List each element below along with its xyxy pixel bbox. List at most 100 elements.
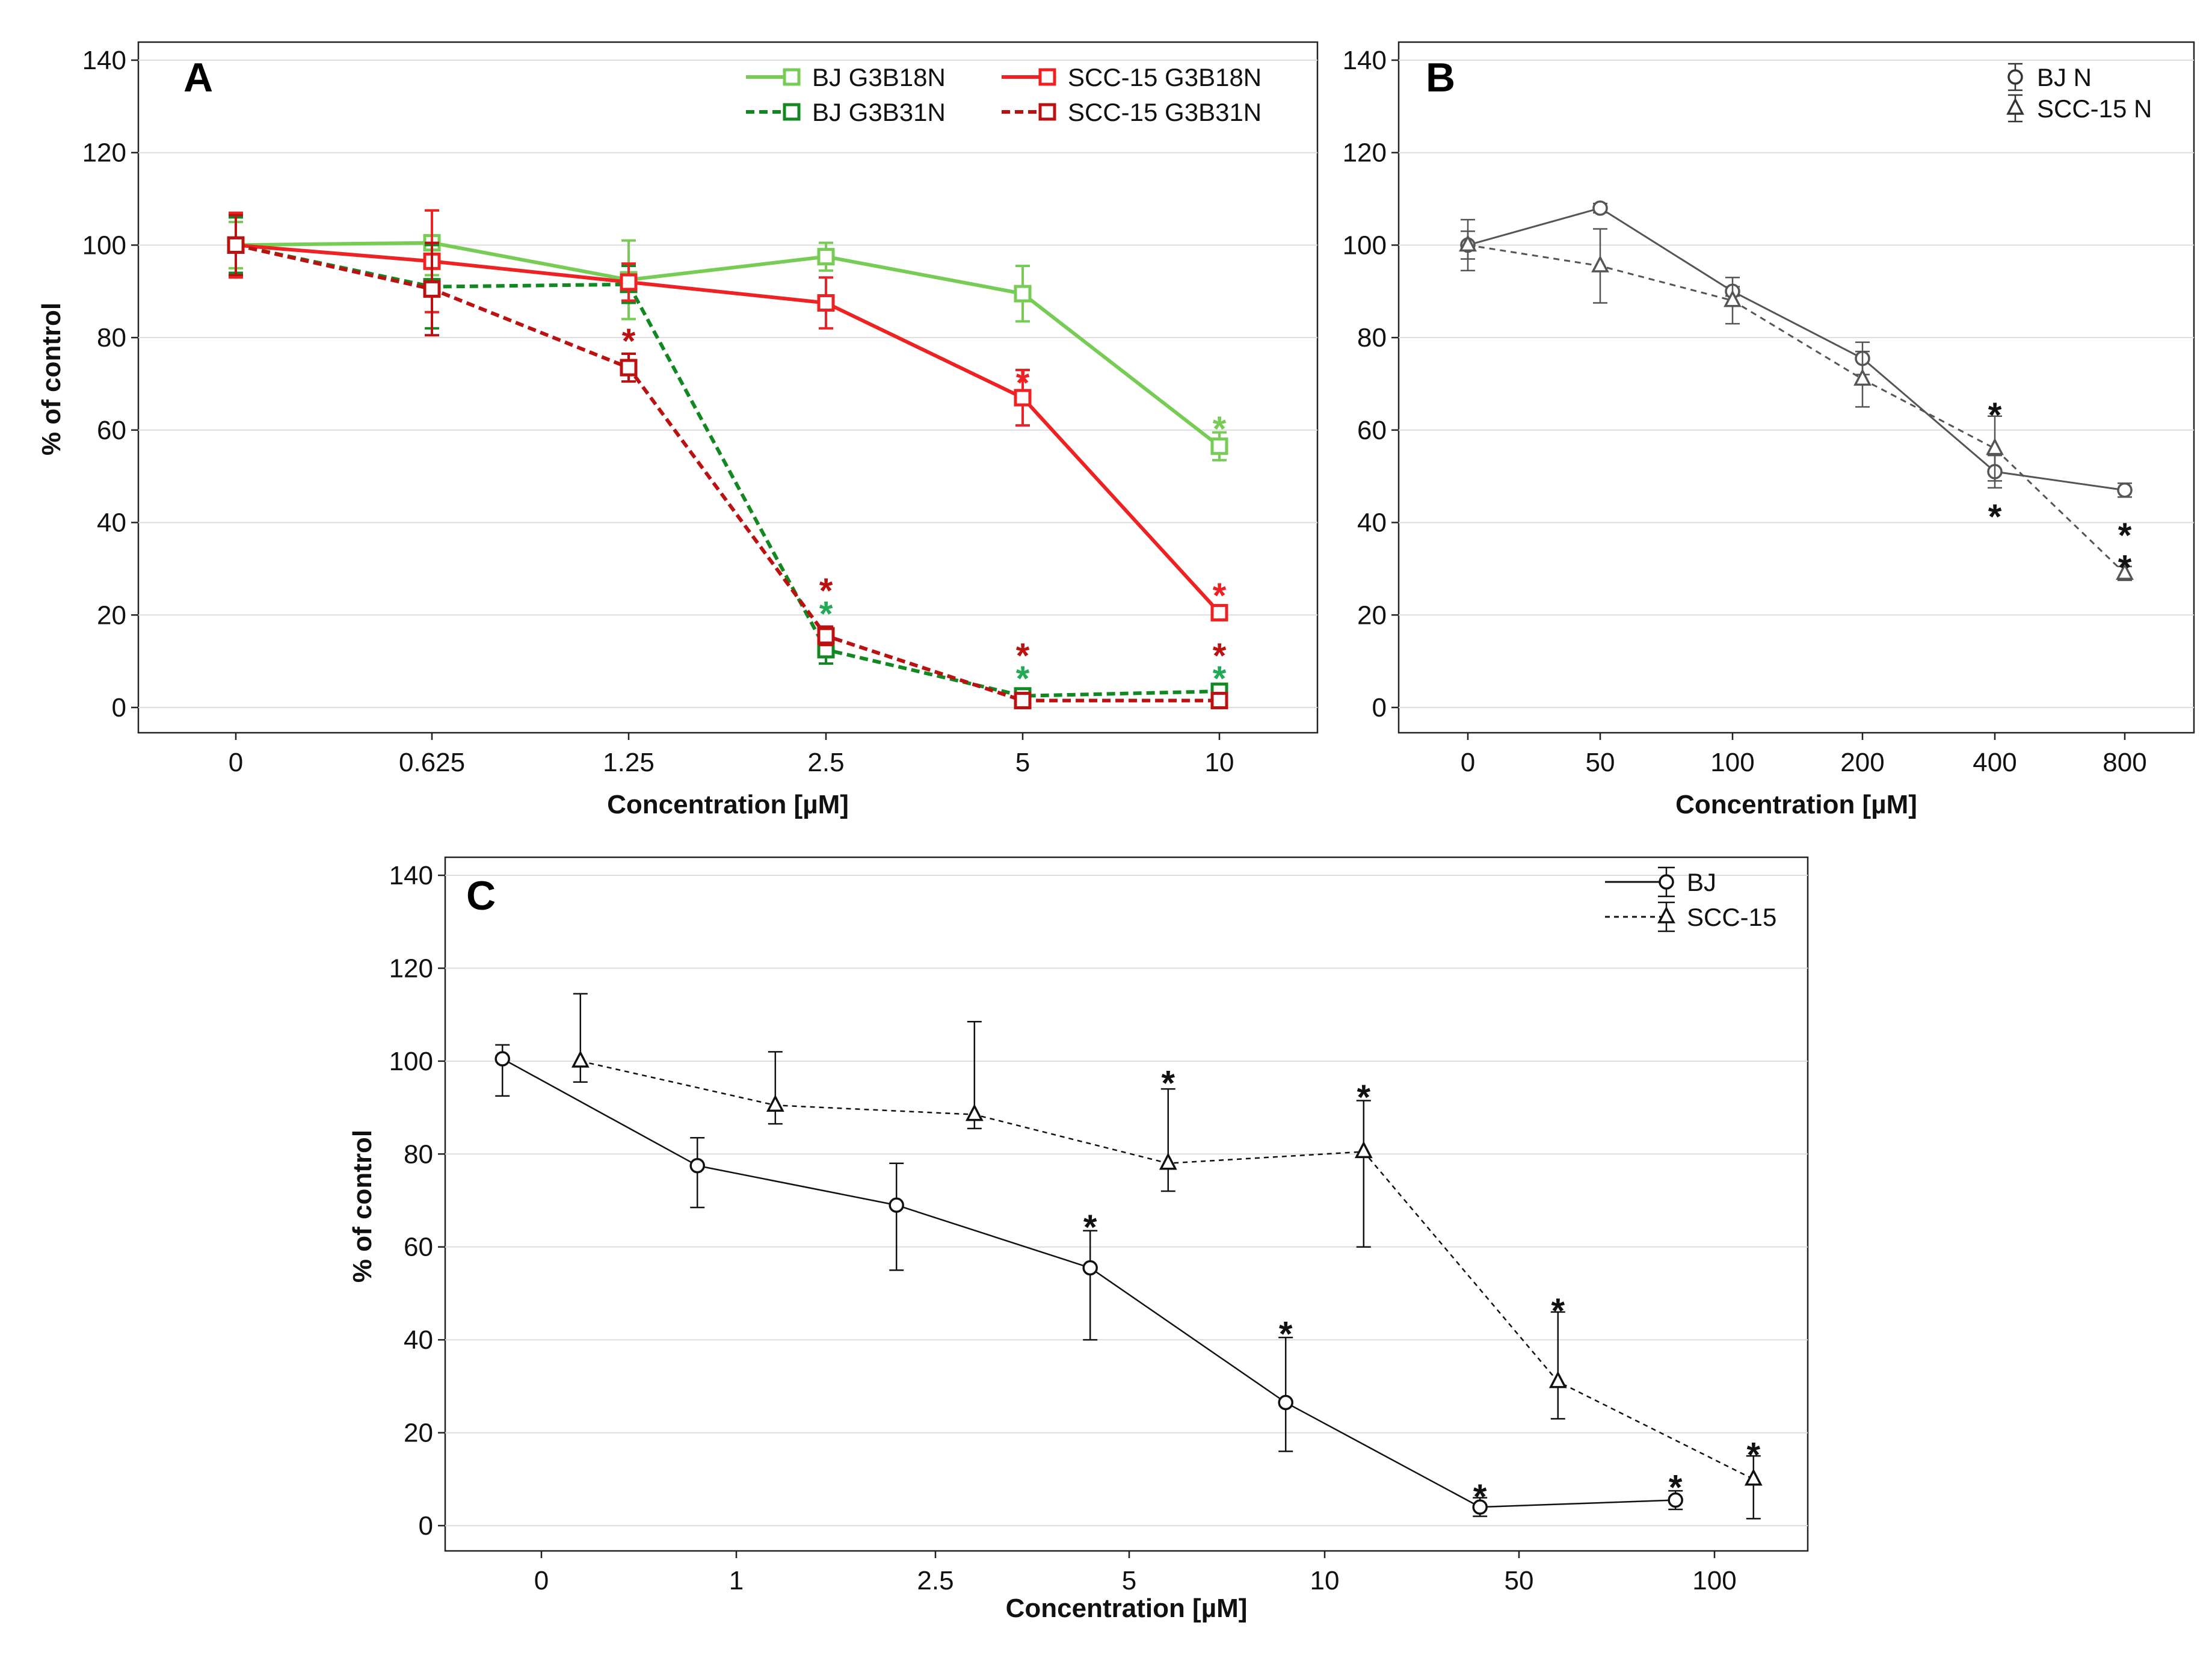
y-tick-label: 100 bbox=[389, 1047, 433, 1076]
legend-marker bbox=[783, 103, 801, 121]
significance-star: * bbox=[1473, 1478, 1487, 1517]
significance-star: * bbox=[1551, 1292, 1565, 1331]
series-line bbox=[1467, 244, 2126, 575]
data-point bbox=[817, 294, 835, 312]
x-tick-label: 100 bbox=[1710, 748, 1754, 777]
panel-label: B bbox=[1426, 55, 1455, 100]
data-point bbox=[1210, 437, 1228, 455]
significance-star: * bbox=[1988, 396, 2002, 435]
y-tick-label: 80 bbox=[1357, 323, 1387, 353]
x-tick-label: 100 bbox=[1692, 1566, 1736, 1595]
significance-star: * bbox=[1669, 1468, 1683, 1508]
legend-item: BJ bbox=[1605, 866, 1716, 898]
x-tick-label: 5 bbox=[1015, 748, 1030, 777]
series-line bbox=[235, 243, 1221, 614]
data-point bbox=[817, 248, 835, 266]
data-point bbox=[1210, 603, 1228, 621]
data-point bbox=[1014, 389, 1032, 407]
series-line bbox=[235, 241, 1221, 448]
data-point bbox=[1014, 691, 1032, 709]
x-tick-label: 0 bbox=[534, 1566, 549, 1595]
significance-star: * bbox=[1213, 636, 1227, 676]
data-point bbox=[620, 359, 638, 377]
y-tick-label: 20 bbox=[97, 600, 126, 630]
data-point bbox=[2116, 562, 2134, 580]
x-tick-label: 2.5 bbox=[807, 748, 844, 777]
x-axis-label: Concentration [µM] bbox=[1006, 1594, 1248, 1623]
series-scc-15-n bbox=[1459, 218, 2134, 581]
y-tick-label: 20 bbox=[1357, 600, 1387, 630]
x-tick-label: 200 bbox=[1840, 748, 1884, 777]
x-tick-label: 50 bbox=[1586, 748, 1615, 777]
data-point bbox=[1591, 255, 1609, 273]
y-tick-label: 140 bbox=[1343, 46, 1387, 75]
data-point bbox=[889, 1197, 904, 1213]
legend-marker bbox=[1038, 68, 1056, 86]
legend-item: BJ G3B31N bbox=[746, 98, 946, 126]
legend-marker bbox=[1659, 874, 1674, 890]
chart-panel-a: 0 20 40 60 80 100 120 140 0 0.625 1.25 2.5 5 10 Concen… bbox=[37, 41, 1319, 819]
y-axis-label: % of control bbox=[37, 303, 66, 455]
y-tick-label: 60 bbox=[97, 416, 126, 445]
x-tick-label: 10 bbox=[1205, 748, 1234, 777]
x-tick-label: 0.625 bbox=[399, 748, 465, 777]
series-bj bbox=[494, 1044, 1683, 1517]
series-scc-15 bbox=[571, 993, 1763, 1520]
y-tick-label: 120 bbox=[389, 954, 433, 983]
legend-item: BJ G3B18N bbox=[746, 63, 946, 91]
data-point bbox=[1986, 437, 2004, 455]
y-tick-label: 0 bbox=[419, 1511, 433, 1541]
x-tick-label: 2.5 bbox=[917, 1566, 954, 1595]
significance-star: * bbox=[1016, 636, 1030, 676]
data-point bbox=[1210, 691, 1228, 709]
chart-panel-b: 0 20 40 60 80 100 120 140 0 50 100 200 400 800 Concent… bbox=[1343, 41, 2195, 819]
legend-marker bbox=[1657, 906, 1675, 923]
y-tick-label: 40 bbox=[1357, 508, 1387, 538]
legend-marker bbox=[2006, 97, 2024, 115]
significance-star: * bbox=[1162, 1064, 1175, 1103]
significance-star: * bbox=[1213, 410, 1227, 449]
y-tick-label: 40 bbox=[404, 1325, 433, 1355]
significance-star: * bbox=[1747, 1435, 1761, 1474]
y-tick-label: 80 bbox=[97, 323, 126, 353]
panel-label: A bbox=[183, 55, 213, 100]
legend-item: SCC-15 G3B18N bbox=[1002, 63, 1262, 91]
significance-star: * bbox=[1279, 1315, 1293, 1354]
x-tick-label: 1 bbox=[729, 1566, 744, 1595]
y-tick-label: 60 bbox=[404, 1233, 433, 1262]
x-axis-label: Concentration [µM] bbox=[1675, 790, 1917, 819]
data-point bbox=[227, 236, 245, 254]
data-point bbox=[1724, 289, 1742, 307]
significance-star: * bbox=[1016, 363, 1030, 402]
plot-frame bbox=[1397, 41, 2195, 734]
significance-star: * bbox=[819, 595, 833, 634]
legend-label: SCC-15 G3B18N bbox=[1068, 63, 1262, 91]
x-tick-label: 1.25 bbox=[603, 748, 655, 777]
data-point bbox=[571, 1050, 590, 1068]
x-tick-label: 800 bbox=[2103, 748, 2146, 777]
data-point bbox=[1592, 200, 1608, 216]
legend-marker bbox=[783, 68, 801, 86]
panel-label: C bbox=[466, 873, 496, 919]
data-point bbox=[423, 280, 441, 298]
legend-label: SCC-15 N bbox=[2037, 94, 2152, 123]
data-point bbox=[1744, 1468, 1763, 1486]
y-tick-label: 60 bbox=[1357, 416, 1387, 445]
data-point bbox=[1548, 1370, 1567, 1388]
series-line bbox=[1467, 207, 2125, 491]
significance-star: * bbox=[1083, 1208, 1097, 1247]
significance-star: * bbox=[1213, 576, 1227, 615]
data-point bbox=[817, 627, 835, 645]
y-tick-label: 20 bbox=[404, 1419, 433, 1448]
data-point bbox=[494, 1051, 510, 1067]
data-point bbox=[1278, 1394, 1293, 1411]
legend-item: SCC-15 G3B31N bbox=[1002, 98, 1262, 126]
y-tick-label: 120 bbox=[1343, 138, 1387, 168]
x-tick-label: 400 bbox=[1973, 748, 2016, 777]
significance-star: * bbox=[819, 572, 833, 611]
y-tick-label: 0 bbox=[1372, 693, 1387, 723]
plot-frame bbox=[137, 41, 1319, 734]
x-tick-label: 0 bbox=[1461, 748, 1475, 777]
